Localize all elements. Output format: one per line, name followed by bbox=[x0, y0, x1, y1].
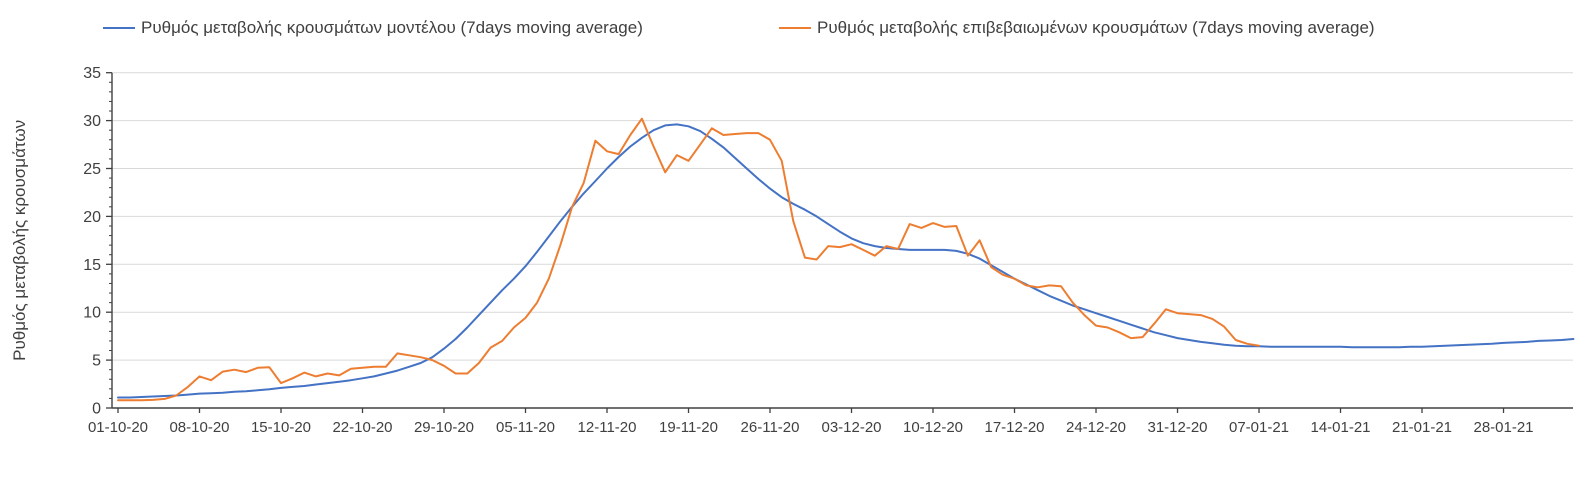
y-tick-label: 30 bbox=[83, 113, 101, 130]
x-tick-label: 08-10-20 bbox=[169, 419, 229, 436]
x-tick-label: 14-01-21 bbox=[1310, 419, 1370, 436]
x-tick-label: 21-01-21 bbox=[1392, 419, 1452, 436]
x-tick-label: 05-11-20 bbox=[496, 419, 555, 436]
legend-label-model: Ρυθμός μεταβολής κρουσμάτων μοντέλου (7d… bbox=[141, 18, 643, 37]
x-tick-label: 26-11-20 bbox=[741, 419, 800, 436]
y-tick-label: 20 bbox=[83, 209, 101, 226]
legend: Ρυθμός μεταβολής κρουσμάτων μοντέλου (7d… bbox=[0, 18, 1580, 48]
y-tick-label: 15 bbox=[83, 257, 101, 274]
series-confirmed-line bbox=[117, 117, 1260, 402]
series-model-line bbox=[117, 123, 1575, 399]
y-axis-title: Ρυθμός μεταβολής κρουσμάτων bbox=[10, 120, 29, 361]
legend-line-confirmed-icon bbox=[779, 27, 811, 29]
x-tick-label: 24-12-20 bbox=[1066, 419, 1126, 436]
x-tick-label: 22-10-20 bbox=[332, 419, 392, 436]
x-tick-label: 15-10-20 bbox=[251, 419, 311, 436]
x-tick-label: 31-12-20 bbox=[1147, 419, 1207, 436]
x-tick-label: 19-11-20 bbox=[659, 419, 718, 436]
y-tick-label: 10 bbox=[83, 305, 101, 322]
legend-line-model-icon bbox=[103, 27, 135, 29]
y-tick-label: 0 bbox=[92, 401, 101, 418]
x-tick-label: 29-10-20 bbox=[414, 419, 474, 436]
legend-item-model[interactable]: Ρυθμός μεταβολής κρουσμάτων μοντέλου (7d… bbox=[103, 18, 643, 38]
x-tick-label: 10-12-20 bbox=[903, 419, 963, 436]
x-tick-label: 17-12-20 bbox=[984, 419, 1044, 436]
legend-label-confirmed: Ρυθμός μεταβολής επιβεβαιωμένων κρουσμάτ… bbox=[817, 18, 1375, 37]
y-tick-label: 35 bbox=[83, 65, 101, 82]
x-tick-label: 03-12-20 bbox=[821, 419, 881, 436]
x-tick-label: 28-01-21 bbox=[1473, 419, 1533, 436]
x-tick-label: 07-01-21 bbox=[1229, 419, 1289, 436]
y-tick-label: 5 bbox=[92, 353, 101, 370]
y-tick-label: 25 bbox=[83, 161, 101, 178]
x-tick-label: 12-11-20 bbox=[578, 419, 637, 436]
x-tick-label: 01-10-20 bbox=[88, 419, 148, 436]
legend-item-confirmed[interactable]: Ρυθμός μεταβολής επιβεβαιωμένων κρουσμάτ… bbox=[779, 18, 1375, 38]
